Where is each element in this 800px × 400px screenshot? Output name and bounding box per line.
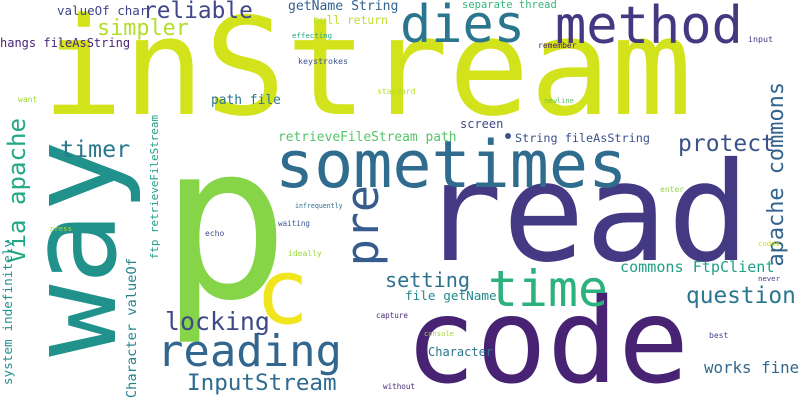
word-ideally: ideally [288,249,322,258]
word-echo: echo [205,229,225,238]
word-newline: newline [544,96,574,105]
word-retrievefilestream-path: retrieveFileStream path [278,130,457,145]
word-remember: remember [538,41,577,50]
word-read: read [420,134,750,293]
word-input: input [748,34,773,44]
word-path-file: path file [211,93,281,108]
word-screen: screen [460,117,504,131]
word-console: console [424,329,454,338]
word-sometimes: sometimes [275,128,628,203]
word-infrequently: infrequently [295,202,343,210]
word-system-indefinitely: system indefinitely [0,240,15,386]
word-separate-thread: separate thread [462,0,557,11]
word-code: code [405,272,690,400]
word-pre: pre [336,185,389,267]
word-p: p [160,97,290,348]
word-without: without [383,382,416,391]
word-want: want [18,95,38,104]
word-getname-string: getName String [288,0,399,14]
word-inputstream: InputStream [187,370,337,396]
word-method: method [555,0,743,56]
word-ftp-retrievefilestream: ftp retrieveFileStream [148,115,161,260]
word-press: press [50,224,72,233]
word-waiting: waiting [278,219,311,228]
word-time: time [488,260,608,318]
word-hangs-fileasstring: hangs fileAsString [0,36,131,50]
word-protect: protect [678,131,775,157]
word-instream: inStream [42,0,693,146]
word-way: way [5,140,144,357]
word-setting: setting [385,268,471,292]
word-works-fine: works fine [704,358,800,377]
word-valueof-char: valueOf char [57,3,148,18]
word-codes: codes [758,239,780,248]
word-reading: reading [157,326,342,377]
word-best: best [709,331,729,340]
word-commons-ftpclient: commons FtpClient [620,258,775,276]
dot-mark [505,133,511,139]
word-keystrokes: keystrokes [298,56,348,66]
word-locking: locking [165,307,270,336]
word-character: Character [428,345,494,359]
word-enter: enter [660,185,685,194]
word-effecting: effecting [292,31,333,40]
word-question: question [686,283,796,309]
word-reliable: reliable [143,0,253,24]
word-timer: timer [60,136,131,163]
word-standard: standard [377,87,416,96]
word-c: c [255,240,310,345]
word-simpler: simpler [97,16,189,41]
word-character-valueof: Character valueOf [124,258,140,399]
word-string-fileasstring: String fileAsString [515,131,650,145]
word-file-getname: file getName [405,288,497,303]
word-dies: dies [400,0,525,55]
word-never: never [758,274,780,283]
word-capture: capture [376,311,409,320]
word-null-return: null return [313,14,388,27]
